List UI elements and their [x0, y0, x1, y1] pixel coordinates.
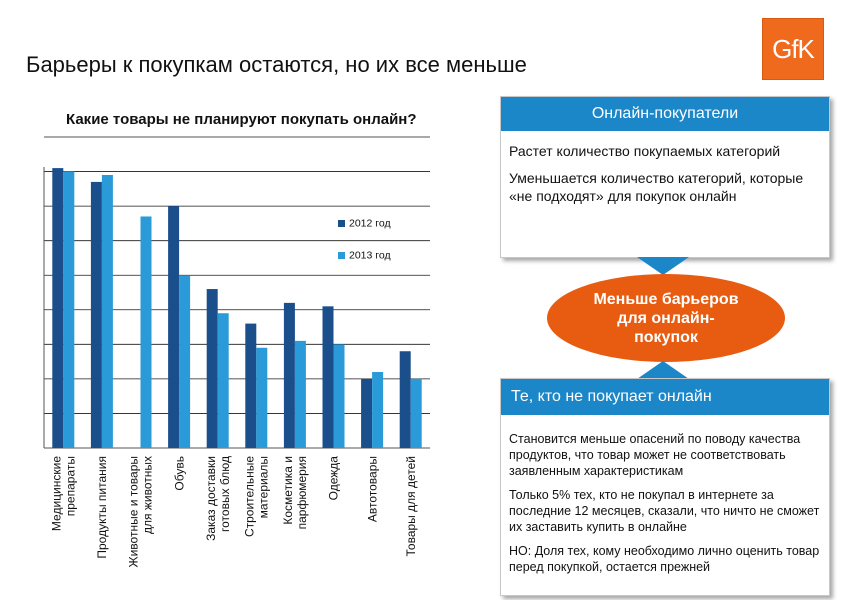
bar-2012 [90, 181, 102, 448]
non-buyers-title: Те, кто не покупает онлайн [501, 379, 829, 415]
gfk-logo: GfK [762, 18, 824, 80]
bar-2012 [52, 168, 64, 448]
legend-swatch [338, 220, 345, 227]
non-buyers-point: Становится меньше опасений по поводу кач… [509, 432, 801, 478]
category-label: Животные и товарыдля животных [127, 456, 155, 567]
category-label: Продукты питания [95, 456, 109, 559]
center-message-ellipse: Меньше барьеров для онлайн-покупок [547, 274, 785, 362]
non-buyers-point: Только 5% тех, кто не покупал в интернет… [509, 488, 820, 534]
bar-2013 [140, 216, 152, 448]
legend-swatch [338, 252, 345, 259]
bar-2013 [333, 344, 345, 448]
online-buyers-panel: Онлайн-покупатели Растет количество поку… [500, 96, 830, 258]
bar-2013 [372, 371, 384, 448]
non-buyers-panel: Те, кто не покупает онлайн Становится ме… [500, 378, 830, 596]
arrow-down-icon [637, 257, 689, 275]
bar-2013 [410, 378, 422, 448]
bar-2013 [256, 347, 268, 448]
bar-2012 [322, 306, 334, 448]
category-label: Заказ доставкиготовых блюд [204, 456, 232, 541]
online-buyers-title: Онлайн-покупатели [501, 97, 829, 131]
bar-2013 [63, 171, 75, 449]
category-label: Обувь [172, 456, 186, 491]
page-title: Барьеры к покупкам остаются, но их все м… [26, 52, 527, 77]
bar-2012 [245, 323, 257, 448]
category-label: Косметика ипарфюмерия [281, 456, 309, 529]
bar-2012 [283, 302, 295, 448]
center-message: Меньше барьеров для онлайн-покупок [593, 290, 739, 346]
arrow-up-icon [637, 361, 689, 379]
online-buyers-point: Растет количество покупаемых категорий [509, 143, 781, 159]
non-buyers-point: НО: Доля тех, кому необходимо лично оцен… [509, 544, 820, 574]
online-buyers-point: Уменьшается количество категорий, которы… [509, 170, 804, 204]
bar-2012 [168, 206, 180, 448]
category-label: Автотовары [365, 456, 379, 522]
bar-2012 [206, 289, 218, 448]
bar-2012 [399, 351, 411, 448]
bar-2013 [217, 313, 229, 448]
bar-2013 [294, 340, 306, 448]
bar-2013 [179, 275, 191, 448]
chart-title: Какие товары не планируют покупать онлай… [66, 111, 417, 128]
legend-label: 2013 год [349, 250, 391, 262]
category-label: Товары для детей [404, 456, 418, 556]
bar-2013 [101, 175, 113, 448]
category-label: Одежда [327, 456, 341, 501]
legend-label: 2012 год [349, 218, 391, 230]
bar-2012 [361, 378, 373, 448]
category-label: Строительныематериалы [243, 456, 271, 537]
bar-chart: Медицинскиепрепараты Продукты питания Живо… [43, 136, 430, 567]
category-label: Медицинскиепрепараты [50, 456, 78, 531]
